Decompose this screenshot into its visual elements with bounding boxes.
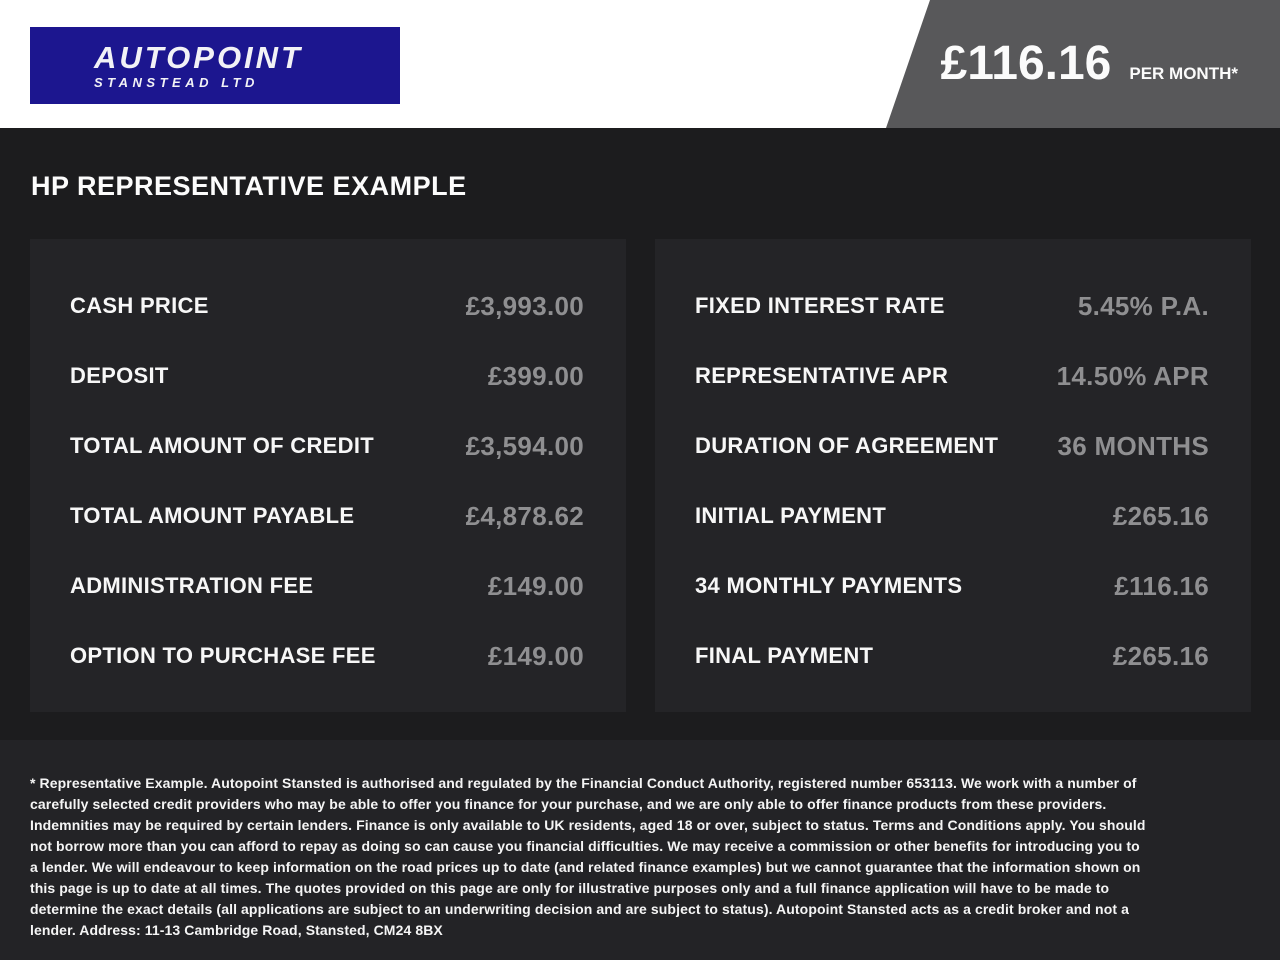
finance-label: FIXED INTEREST RATE xyxy=(695,293,945,319)
finance-value: £265.16 xyxy=(1112,500,1209,531)
finance-value: 5.45% P.A. xyxy=(1077,290,1209,321)
table-row: CASH PRICE £3,993.00 xyxy=(70,271,584,341)
finance-label: TOTAL AMOUNT OF CREDIT xyxy=(70,433,374,459)
finance-value: £116.16 xyxy=(1114,570,1209,601)
finance-label: ADMINISTRATION FEE xyxy=(70,573,314,599)
finance-label: REPRESENTATIVE APR xyxy=(695,363,949,389)
finance-panel-right: FIXED INTEREST RATE 5.45% P.A. REPRESENT… xyxy=(655,239,1251,713)
finance-value: £3,993.00 xyxy=(465,290,584,321)
table-row: TOTAL AMOUNT OF CREDIT £3,594.00 xyxy=(70,411,584,481)
monthly-price-period: PER MONTH* xyxy=(1129,64,1238,83)
monthly-price-amount: £116.16 xyxy=(940,37,1112,90)
finance-value: £265.16 xyxy=(1112,640,1209,671)
finance-value: 36 MONTHS xyxy=(1057,430,1209,461)
disclaimer-footer: * Representative Example. Autopoint Stan… xyxy=(0,740,1280,960)
header-bar: AUTOPOINT STANSTEAD LTD £116.16 PER MONT… xyxy=(0,0,1280,128)
finance-label: DURATION OF AGREEMENT xyxy=(695,433,999,459)
main-section: HP REPRESENTATIVE EXAMPLE CASH PRICE £3,… xyxy=(0,128,1280,740)
table-row: INITIAL PAYMENT £265.16 xyxy=(695,481,1209,551)
table-row: TOTAL AMOUNT PAYABLE £4,878.62 xyxy=(70,481,584,551)
finance-panels: CASH PRICE £3,993.00 DEPOSIT £399.00 TOT… xyxy=(30,239,1251,713)
table-row: FIXED INTEREST RATE 5.45% P.A. xyxy=(695,271,1209,341)
finance-value: £4,878.62 xyxy=(465,500,584,531)
finance-value: £3,594.00 xyxy=(465,430,584,461)
logo-subtitle-text: STANSTEAD LTD xyxy=(94,75,259,90)
finance-panel-left: CASH PRICE £3,993.00 DEPOSIT £399.00 TOT… xyxy=(30,239,626,713)
finance-label: CASH PRICE xyxy=(70,293,209,319)
finance-value: £149.00 xyxy=(487,570,584,601)
page-title: HP REPRESENTATIVE EXAMPLE xyxy=(31,171,467,201)
table-row: REPRESENTATIVE APR 14.50% APR xyxy=(695,341,1209,411)
table-row: DURATION OF AGREEMENT 36 MONTHS xyxy=(695,411,1209,481)
table-row: FINAL PAYMENT £265.16 xyxy=(695,621,1209,691)
finance-label: FINAL PAYMENT xyxy=(695,643,874,669)
monthly-price-banner: £116.16 PER MONTH* xyxy=(886,0,1280,128)
dealer-logo[interactable]: AUTOPOINT STANSTEAD LTD xyxy=(30,27,400,104)
disclaimer-text: * Representative Example. Autopoint Stan… xyxy=(30,775,1146,938)
table-row: ADMINISTRATION FEE £149.00 xyxy=(70,551,584,621)
finance-label: OPTION TO PURCHASE FEE xyxy=(70,643,376,669)
table-row: DEPOSIT £399.00 xyxy=(70,341,584,411)
finance-label: INITIAL PAYMENT xyxy=(695,503,887,529)
table-row: 34 MONTHLY PAYMENTS £116.16 xyxy=(695,551,1209,621)
table-row: OPTION TO PURCHASE FEE £149.00 xyxy=(70,621,584,691)
finance-value: £399.00 xyxy=(487,360,584,391)
finance-label: DEPOSIT xyxy=(70,363,169,389)
finance-label: TOTAL AMOUNT PAYABLE xyxy=(70,503,355,529)
finance-value: £149.00 xyxy=(487,640,584,671)
finance-value: 14.50% APR xyxy=(1056,360,1209,391)
finance-label: 34 MONTHLY PAYMENTS xyxy=(695,573,963,599)
logo-brand-text: AUTOPOINT xyxy=(94,40,303,75)
